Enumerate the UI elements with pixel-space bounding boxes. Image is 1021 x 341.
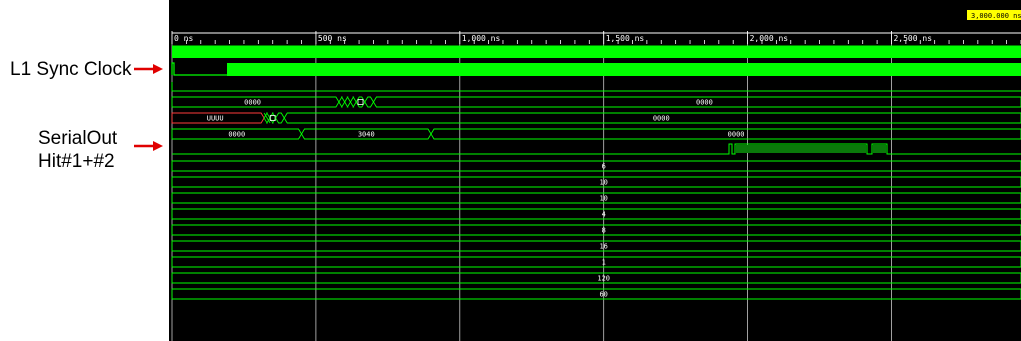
bus-value-label: 16 [599,243,607,251]
cursor-time-label: 3,000.000 ns [971,12,1021,20]
bus-value-label: 120 [597,275,610,283]
signal-clock-fast[interactable] [172,45,1021,58]
bus-segment[interactable] [372,96,1021,108]
ruler-tick-label: 1,500 ns [606,34,645,43]
bus-glitch-marker [357,99,364,105]
serial-out-arrow [134,141,163,151]
bus-value-label: 10 [599,179,607,187]
bus-segment[interactable] [171,288,1021,300]
bus-segment[interactable] [275,112,285,124]
annotation-arrows [134,64,163,151]
bus-segment[interactable] [269,112,277,124]
bus-value-label: 3040 [358,131,375,139]
serial-out-hit-label: Hit#1+#2 [38,151,115,172]
ruler-tick-label: 0 ns [174,34,193,43]
bus-segment[interactable] [283,112,1021,124]
bus-segment[interactable] [364,96,374,108]
bus-segment[interactable] [171,160,1021,172]
bus-value-label: 1 [602,259,606,267]
bus-signals[interactable]: 0000 0000 UUUU 0000 0000 3040 0000 6 10 10 4 8 16 1 12… [171,96,1021,300]
waveform-canvas[interactable]: 0 ns 500 ns 1,000 ns 1,500 ns 2,000 ns 2,500 … [169,0,1021,341]
bus-segment[interactable] [171,192,1021,204]
bus-segment[interactable] [338,96,346,108]
ruler-tick-label: 2,500 ns [893,34,932,43]
waveform-panel[interactable]: 0 ns 500 ns 1,000 ns 1,500 ns 2,000 ns 2,500 … [169,0,1021,341]
bus-transition [263,112,271,124]
bus-value-label: 0000 [653,115,670,123]
l1-sync-clock-label: L1 Sync Clock [10,59,132,80]
bus-value-label: 0000 [228,131,245,139]
bus-segment[interactable] [171,224,1021,236]
bus-value-label: 10 [599,195,607,203]
bus-segment[interactable] [171,256,1021,268]
bus-segment[interactable] [171,240,1021,252]
bus-segment[interactable] [171,272,1021,284]
ruler-tick-label: 500 ns [318,34,347,43]
signal-serial-out[interactable] [172,143,1021,155]
bus-value-label: 0000 [728,131,745,139]
bus-value-label: 0000 [244,99,261,107]
bus-value-label: 8 [602,227,606,235]
time-ruler[interactable]: 0 ns 500 ns 1,000 ns 1,500 ns 2,000 ns 2,500 … [171,31,1021,44]
time-grid [171,31,892,341]
bus-value-label: 60 [599,291,607,299]
signal-low-line[interactable] [171,82,1021,92]
bus-value-label: 6 [602,163,606,171]
signal-l1-sync-clock[interactable] [171,62,1021,76]
bus-segment[interactable] [171,208,1021,220]
ruler-tick-label: 2,000 ns [750,34,789,43]
bus-segment[interactable] [349,96,357,108]
ruler-tick-label: 1,000 ns [462,34,501,43]
bus-segment[interactable] [171,176,1021,188]
l1-sync-clock-arrow [134,64,163,74]
bus-segment[interactable] [430,128,1021,140]
serial-out-label: SerialOut [38,128,118,149]
bus-value-label: 0000 [696,99,713,107]
bus-value-label: 4 [602,211,606,219]
bus-value-label: UUUU [207,115,224,123]
bus-segment[interactable] [344,96,351,108]
cursor-time-readout[interactable]: 3,000.000 ns [967,10,1021,20]
bus-segment[interactable] [355,96,366,108]
